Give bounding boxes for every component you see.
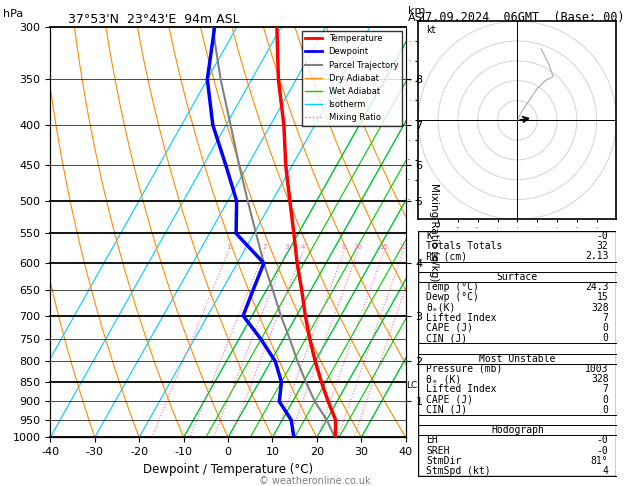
Text: 7: 7 — [603, 384, 608, 394]
Text: 20: 20 — [399, 244, 408, 250]
Text: 2.13: 2.13 — [585, 251, 608, 261]
Text: 8: 8 — [342, 244, 347, 250]
Text: CAPE (J): CAPE (J) — [426, 395, 473, 404]
Text: 3: 3 — [284, 244, 289, 250]
Text: 328: 328 — [591, 374, 608, 384]
Text: -0: -0 — [597, 231, 608, 241]
Legend: Temperature, Dewpoint, Parcel Trajectory, Dry Adiabat, Wet Adiabat, Isotherm, Mi: Temperature, Dewpoint, Parcel Trajectory… — [302, 31, 401, 125]
Text: θₑ (K): θₑ (K) — [426, 374, 462, 384]
Text: hPa: hPa — [3, 9, 23, 19]
Text: 0: 0 — [603, 323, 608, 333]
Text: -0: -0 — [597, 446, 608, 456]
Text: PW (cm): PW (cm) — [426, 251, 467, 261]
Text: 7: 7 — [603, 313, 608, 323]
Text: 15: 15 — [380, 244, 389, 250]
Text: Lifted Index: Lifted Index — [426, 313, 497, 323]
Text: Pressure (mb): Pressure (mb) — [426, 364, 503, 374]
Y-axis label: Mixing Ratio (g/kg): Mixing Ratio (g/kg) — [429, 183, 439, 281]
X-axis label: Dewpoint / Temperature (°C): Dewpoint / Temperature (°C) — [143, 463, 313, 476]
Text: 0: 0 — [603, 333, 608, 343]
Text: © weatheronline.co.uk: © weatheronline.co.uk — [259, 475, 370, 486]
Text: Most Unstable: Most Unstable — [479, 354, 555, 364]
Text: 25: 25 — [414, 244, 423, 250]
Text: Hodograph: Hodograph — [491, 425, 544, 435]
Text: 1003: 1003 — [585, 364, 608, 374]
Text: Totals Totals: Totals Totals — [426, 241, 503, 251]
Text: EH: EH — [426, 435, 438, 446]
Text: 328: 328 — [591, 303, 608, 312]
Text: 15: 15 — [597, 292, 608, 302]
Text: θₑ(K): θₑ(K) — [426, 303, 455, 312]
Text: 37°53'N  23°43'E  94m ASL: 37°53'N 23°43'E 94m ASL — [68, 13, 240, 26]
Text: StmSpd (kt): StmSpd (kt) — [426, 466, 491, 476]
Text: CIN (J): CIN (J) — [426, 333, 467, 343]
Text: 0: 0 — [603, 395, 608, 404]
Text: Dewp (°C): Dewp (°C) — [426, 292, 479, 302]
Text: 10: 10 — [353, 244, 362, 250]
Text: Temp (°C): Temp (°C) — [426, 282, 479, 292]
Text: Lifted Index: Lifted Index — [426, 384, 497, 394]
Text: kt: kt — [426, 25, 436, 35]
Text: CAPE (J): CAPE (J) — [426, 323, 473, 333]
Text: StmDir: StmDir — [426, 456, 462, 466]
Text: 4: 4 — [301, 244, 305, 250]
Text: 1: 1 — [226, 244, 231, 250]
Text: CIN (J): CIN (J) — [426, 405, 467, 415]
Text: 4: 4 — [603, 466, 608, 476]
Text: 24.3: 24.3 — [585, 282, 608, 292]
Text: ASL: ASL — [408, 13, 428, 23]
Text: 81°: 81° — [591, 456, 608, 466]
Text: K: K — [426, 231, 432, 241]
Text: 32: 32 — [597, 241, 608, 251]
Text: LCL: LCL — [406, 382, 423, 390]
Text: km: km — [408, 6, 425, 16]
Text: 27.09.2024  06GMT  (Base: 00): 27.09.2024 06GMT (Base: 00) — [418, 11, 625, 24]
Text: 2: 2 — [262, 244, 267, 250]
Text: -0: -0 — [597, 435, 608, 446]
Text: Surface: Surface — [497, 272, 538, 282]
Text: SREH: SREH — [426, 446, 450, 456]
Text: 0: 0 — [603, 405, 608, 415]
